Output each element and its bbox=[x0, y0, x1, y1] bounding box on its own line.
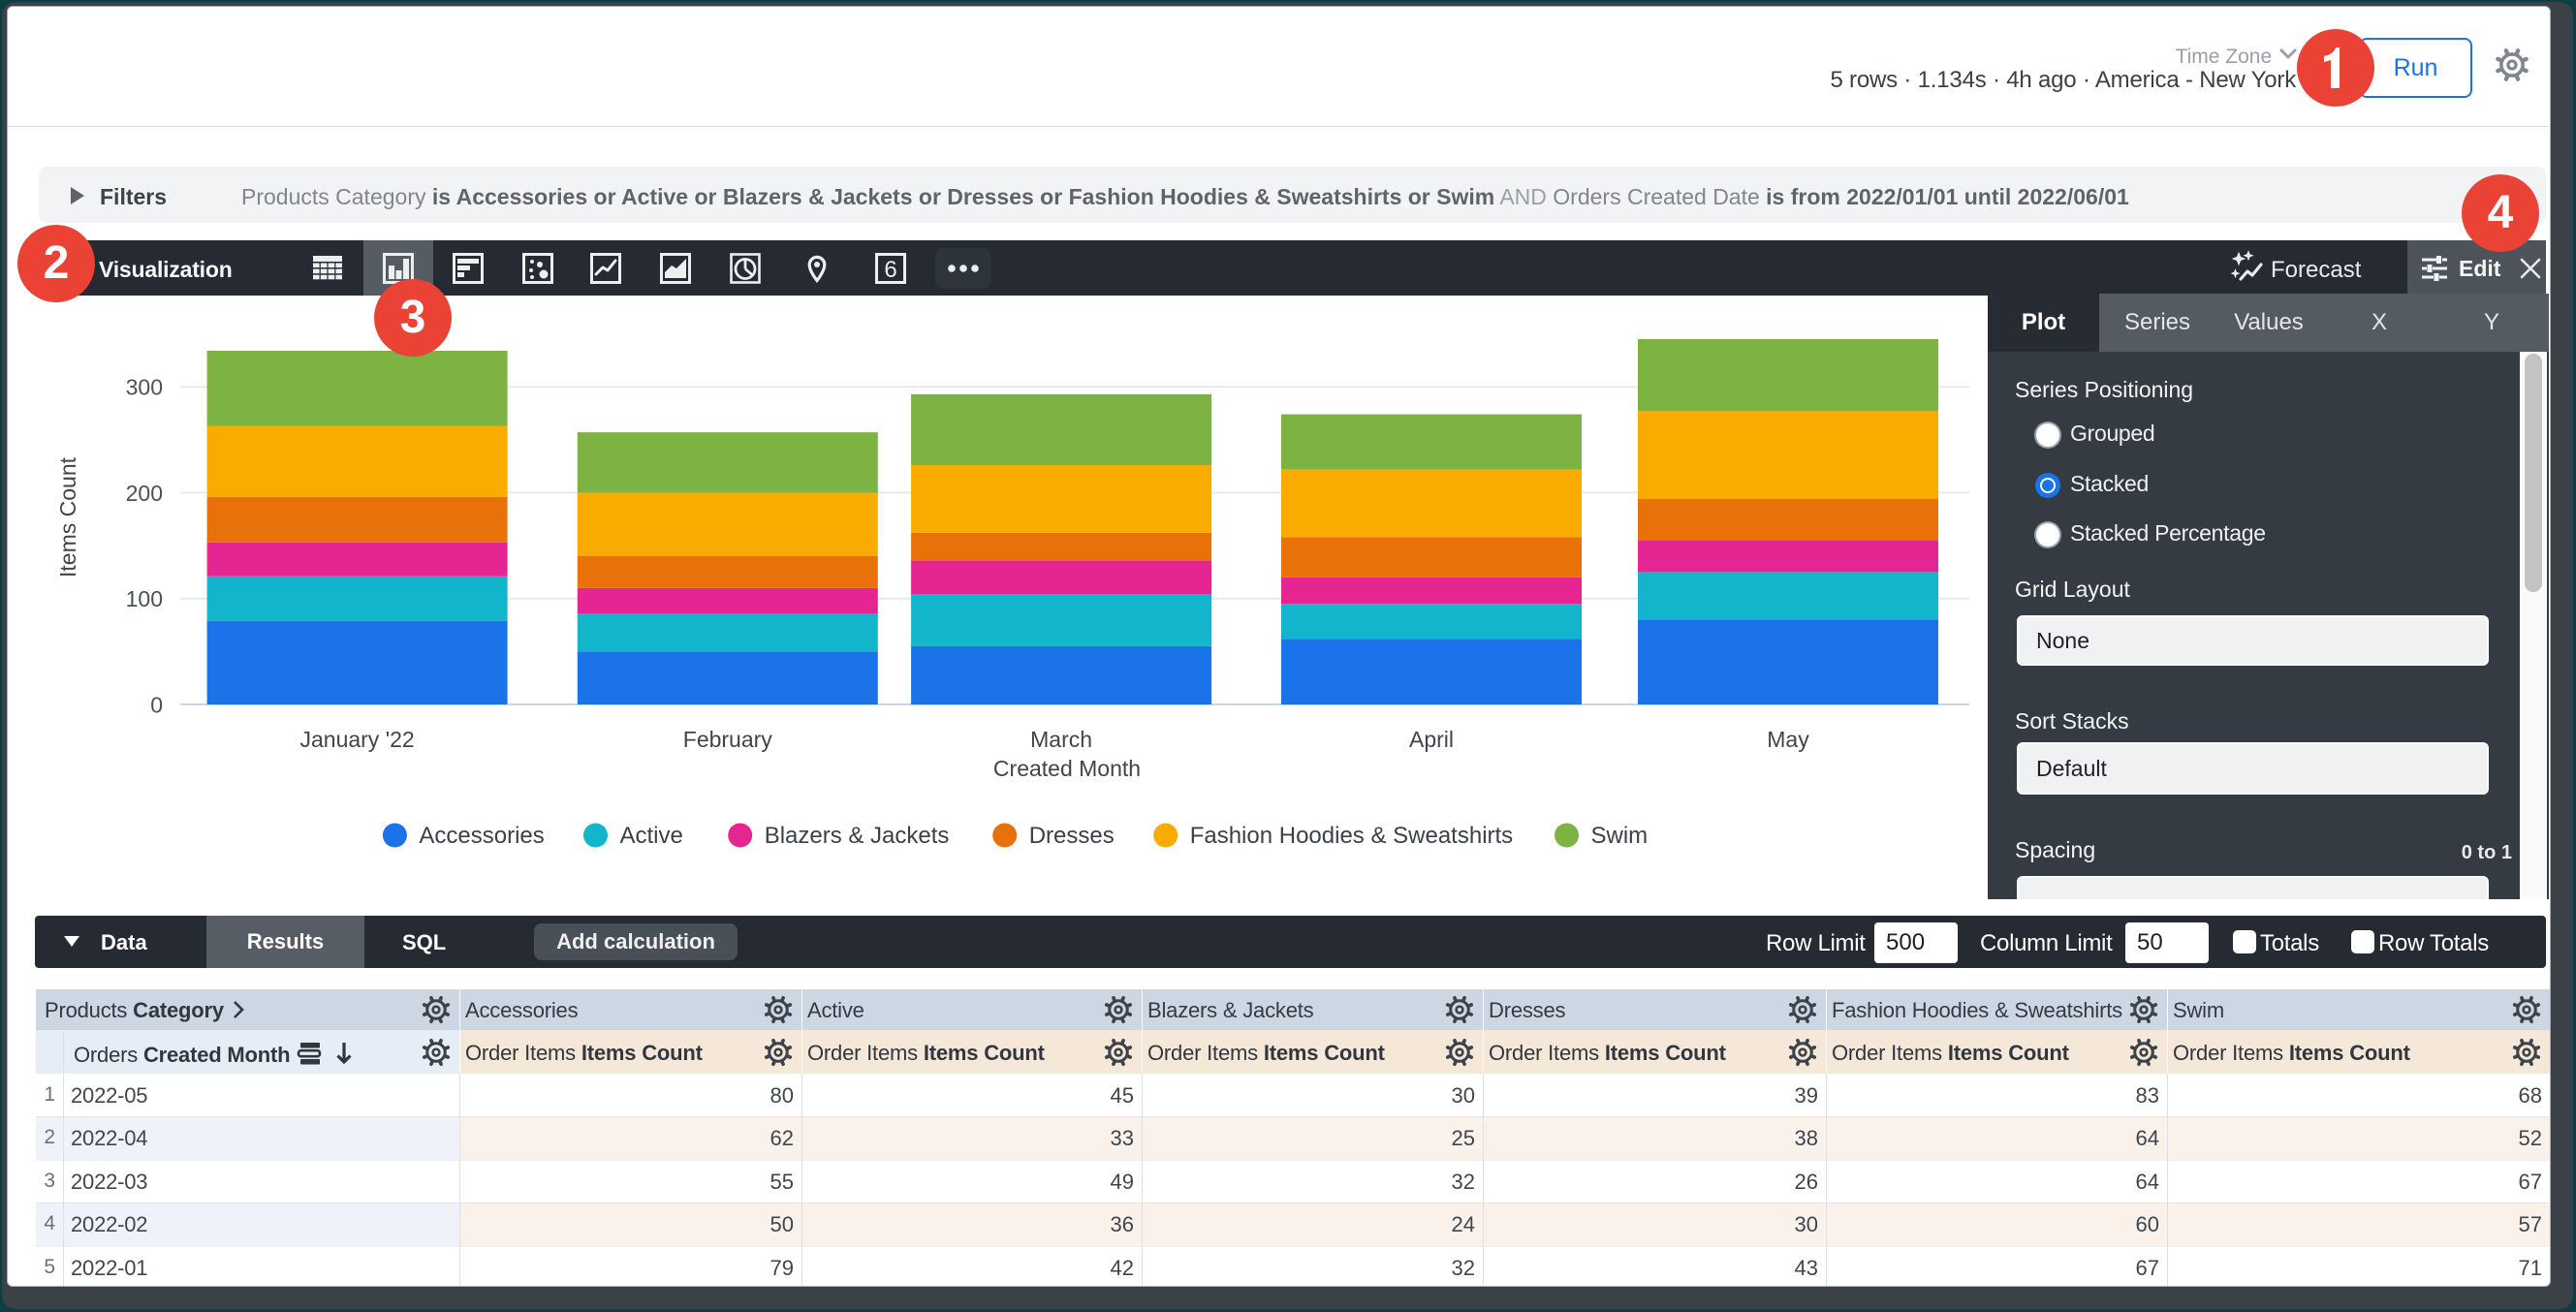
svg-text:Created Month: Created Month bbox=[993, 756, 1141, 781]
svg-text:Blazers & Jackets: Blazers & Jackets bbox=[765, 823, 950, 849]
svg-text:Items Count: Items Count bbox=[55, 456, 80, 578]
svg-text:100: 100 bbox=[126, 586, 163, 611]
svg-text:200: 200 bbox=[126, 481, 163, 506]
svg-text:0: 0 bbox=[150, 693, 163, 718]
svg-text:Fashion Hoodies & Sweatshirts: Fashion Hoodies & Sweatshirts bbox=[1190, 823, 1514, 849]
svg-text:Dresses: Dresses bbox=[1029, 823, 1115, 849]
svg-text:April: April bbox=[1409, 727, 1454, 752]
svg-text:Swim: Swim bbox=[1591, 823, 1649, 849]
svg-text:Active: Active bbox=[620, 823, 683, 849]
svg-text:6: 6 bbox=[884, 257, 896, 283]
svg-text:300: 300 bbox=[126, 375, 163, 400]
svg-text:January '22: January '22 bbox=[299, 727, 414, 752]
svg-text:March: March bbox=[1030, 727, 1092, 752]
svg-text:May: May bbox=[1767, 727, 1809, 752]
svg-text:Accessories: Accessories bbox=[419, 823, 544, 849]
svg-text:February: February bbox=[683, 727, 773, 752]
